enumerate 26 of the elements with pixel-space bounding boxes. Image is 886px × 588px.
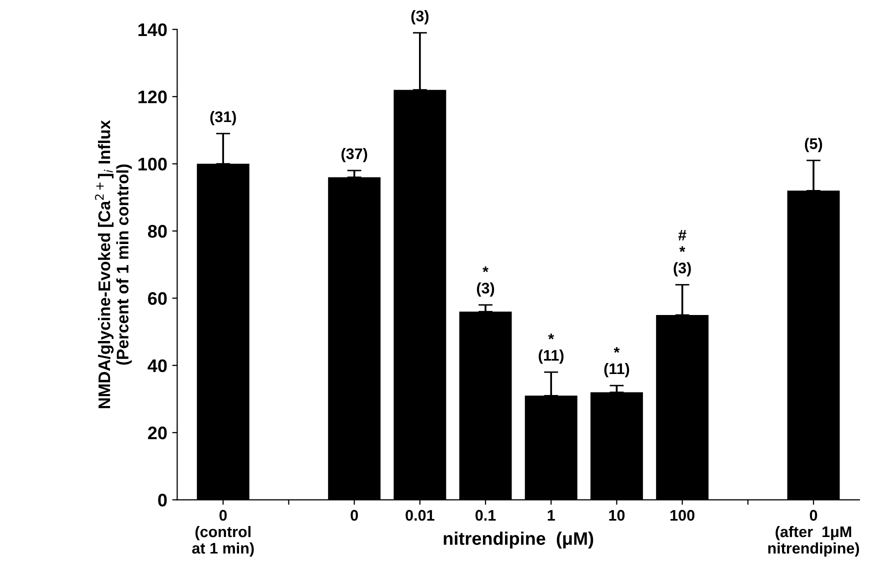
y-tick-label: 140 — [138, 23, 167, 36]
y-tick-label: 60 — [148, 292, 167, 305]
y-tick-label: 100 — [138, 158, 167, 171]
x-tick-label: 0 — [350, 510, 358, 521]
x-tick-label: 0 (control at 1 min) — [192, 510, 254, 557]
annotation: (31) — [210, 110, 236, 126]
annotation: (37) — [341, 148, 368, 162]
y-tick-label: 0 — [158, 494, 167, 507]
x-tick-label: 100 — [670, 510, 694, 521]
x-axis-title: nitrendipine (μM) — [444, 532, 594, 549]
x-tick-label: 10 — [609, 510, 625, 521]
y-tick-label: 80 — [148, 224, 167, 238]
x-tick-label: 0.01 — [406, 510, 434, 521]
annotation: * (11) — [538, 334, 564, 364]
y-tick-label: 20 — [148, 426, 167, 440]
y-tick-label: 120 — [138, 90, 167, 104]
x-tick-label: 1 — [548, 510, 555, 521]
annotation: (3) — [411, 10, 428, 24]
y-axis-title: NMDA/glycine-Evoked [Ca$^{2+}$]$_{i}$ Influx (Percent of 1 min control) — [95, 120, 132, 408]
annotation: * (11) — [604, 347, 630, 378]
x-tick-label: 0 (after 1μM nitrendipine) — [768, 510, 859, 557]
annotation: (5) — [804, 138, 822, 152]
annotation: * (3) — [476, 266, 494, 297]
x-tick-label: 0.1 — [475, 510, 496, 521]
y-tick-label: 40 — [148, 359, 167, 372]
annotation: # * (3) — [674, 230, 691, 276]
